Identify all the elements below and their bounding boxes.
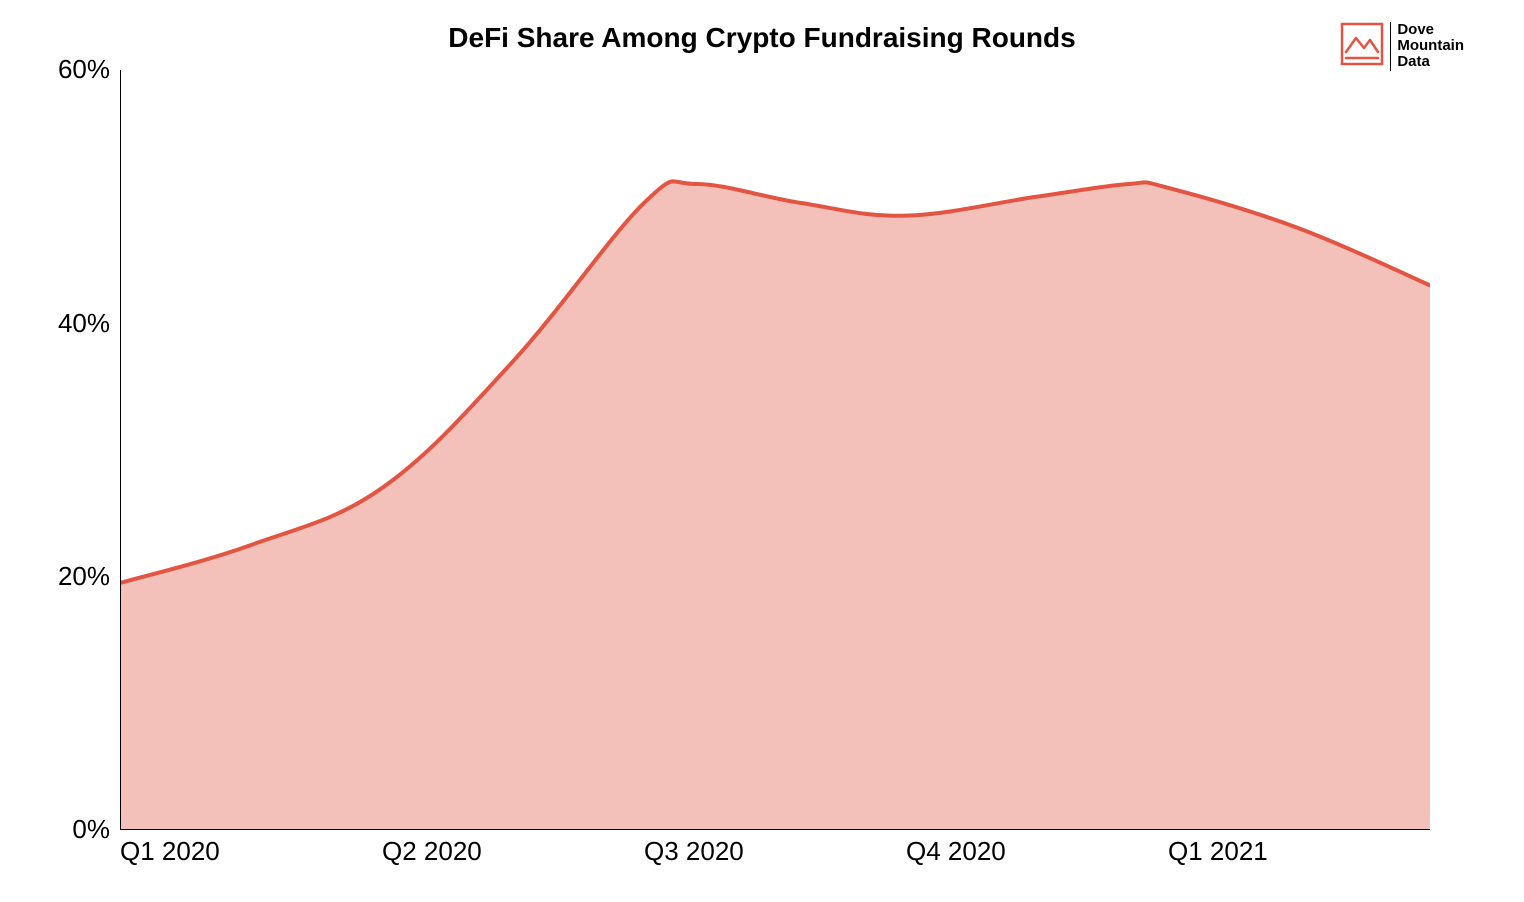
y-tick-label: 40% <box>50 308 110 339</box>
brand-name-line1: Dove <box>1397 22 1464 38</box>
y-tick-label: 0% <box>50 814 110 845</box>
y-tick-label: 60% <box>50 54 110 85</box>
series-area <box>120 181 1430 830</box>
chart-title: DeFi Share Among Crypto Fundraising Roun… <box>0 22 1524 54</box>
x-tick-label: Q3 2020 <box>644 836 744 867</box>
area-chart <box>120 70 1430 830</box>
mountain-icon <box>1340 22 1384 71</box>
x-tick-label: Q1 2021 <box>1168 836 1268 867</box>
x-tick-label: Q4 2020 <box>906 836 1006 867</box>
brand-name-line2: Mountain <box>1397 38 1464 54</box>
brand-name-line3: Data <box>1397 54 1464 70</box>
brand-name: Dove Mountain Data <box>1397 22 1464 69</box>
x-tick-label: Q2 2020 <box>382 836 482 867</box>
logo-divider <box>1390 22 1392 71</box>
brand-logo: Dove Mountain Data <box>1340 22 1464 71</box>
x-tick-label: Q1 2020 <box>120 836 220 867</box>
y-tick-label: 20% <box>50 561 110 592</box>
chart-container: DeFi Share Among Crypto Fundraising Roun… <box>0 0 1524 902</box>
